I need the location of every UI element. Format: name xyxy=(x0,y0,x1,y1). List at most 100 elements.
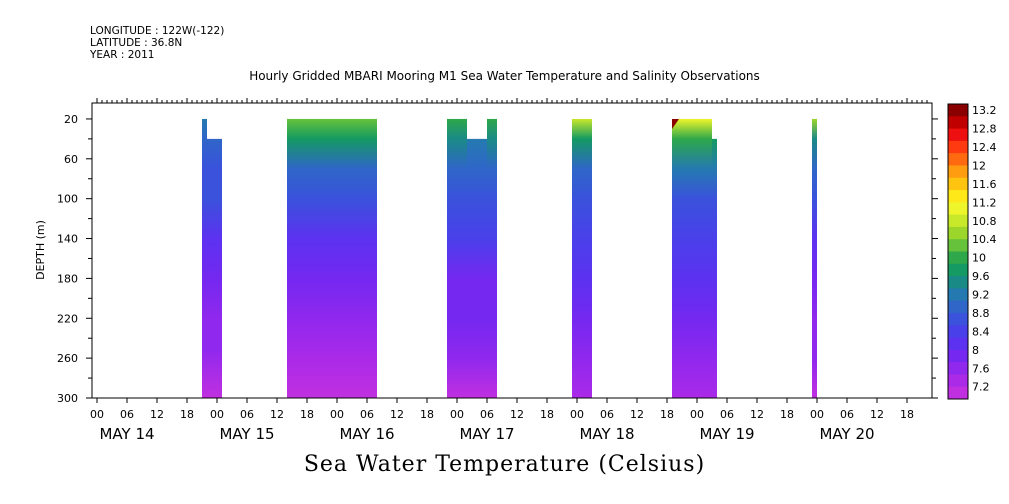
colorbar-label: 10.8 xyxy=(972,215,997,228)
x-day-label: MAY 17 xyxy=(459,425,514,443)
y-tick-label: 100 xyxy=(57,193,78,206)
colorbar-label: 8 xyxy=(972,344,979,357)
x-hour-label: 12 xyxy=(630,408,644,421)
y-axis-title: DEPTH (m) xyxy=(34,220,47,280)
y-tick-label: 300 xyxy=(57,392,78,405)
x-hour-label: 00 xyxy=(810,408,824,421)
x-hour-label: 06 xyxy=(360,408,374,421)
x-hour-label: 12 xyxy=(270,408,284,421)
colorbar-swatch xyxy=(948,153,968,166)
x-hour-label: 06 xyxy=(480,408,494,421)
colorbar-swatch xyxy=(948,140,968,154)
longitude-label: LONGITUDE : 122W(-122) xyxy=(90,25,225,37)
chart-title: Hourly Gridded MBARI Mooring M1 Sea Wate… xyxy=(249,69,760,83)
variable-title: Sea Water Temperature (Celsius) xyxy=(303,452,706,477)
data-layer xyxy=(202,118,817,399)
colorbar-label: 9.6 xyxy=(972,270,990,283)
colorbar: 13.2 12.8 12.4 12 11.6 11.2 10.8 10.4 10 9.6 9.2 8.… xyxy=(947,103,997,400)
x-hour-label: 18 xyxy=(900,408,914,421)
latitude-label: LATITUDE : 36.8N xyxy=(90,37,183,49)
colorbar-label: 7.6 xyxy=(972,362,990,375)
year-label: YEAR : 2011 xyxy=(90,49,155,61)
y-tick-label: 260 xyxy=(57,352,78,365)
colorbar-swatch xyxy=(948,177,968,191)
colorbar-swatch xyxy=(948,276,968,289)
y-tick-label: 220 xyxy=(57,312,78,325)
colorbar-border xyxy=(947,103,969,400)
data-block xyxy=(812,118,817,398)
colorbar-swatch xyxy=(948,226,968,240)
x-hour-label: 18 xyxy=(540,408,554,421)
colorbar-swatch xyxy=(948,190,968,203)
colorbar-label: 12.4 xyxy=(972,141,997,154)
x-hour-label: 18 xyxy=(660,408,674,421)
colorbar-label: 10.4 xyxy=(972,233,997,246)
x-day-label: MAY 19 xyxy=(699,425,754,443)
data-block xyxy=(672,118,712,398)
colorbar-swatch xyxy=(948,349,968,363)
x-hour-label: 06 xyxy=(240,408,254,421)
colorbar-swatch xyxy=(948,263,968,277)
x-hour-label: 12 xyxy=(150,408,164,421)
x-hour-label: 00 xyxy=(450,408,464,421)
x-hour-label: 12 xyxy=(390,408,404,421)
x-hour-label: 12 xyxy=(750,408,764,421)
colorbar-swatch xyxy=(948,374,968,388)
x-day-label: MAY 20 xyxy=(819,425,874,443)
x-hour-label: 06 xyxy=(840,408,854,421)
x-hour-label: 12 xyxy=(870,408,884,421)
colorbar-swatch xyxy=(948,116,968,130)
colorbar-swatch xyxy=(948,312,968,326)
x-hour-label: 18 xyxy=(780,408,794,421)
x-hour-label: 00 xyxy=(330,408,344,421)
data-block xyxy=(207,138,222,399)
warm-hotspot xyxy=(672,118,679,129)
colorbar-label: 11.6 xyxy=(972,178,997,191)
colorbar-swatch xyxy=(948,251,968,265)
x-hour-label: 12 xyxy=(510,408,524,421)
colorbar-label: 7.2 xyxy=(972,381,990,394)
colorbar-swatch xyxy=(948,386,968,400)
colorbar-label: 8.4 xyxy=(972,325,990,338)
colorbar-swatch xyxy=(948,239,968,252)
x-hour-label: 00 xyxy=(90,408,104,421)
data-block xyxy=(467,138,487,399)
x-hour-label: 00 xyxy=(570,408,584,421)
colorbar-label: 10 xyxy=(972,252,986,265)
y-tick-label: 140 xyxy=(57,233,78,246)
colorbar-label: 8.8 xyxy=(972,307,990,320)
data-block xyxy=(487,118,497,398)
colorbar-swatch xyxy=(948,214,968,228)
colorbar-label: 13.2 xyxy=(972,104,997,117)
data-block xyxy=(712,138,717,399)
y-tick-label: 60 xyxy=(64,153,78,166)
colorbar-label: 12.8 xyxy=(972,123,997,136)
colorbar-swatch xyxy=(948,325,968,339)
data-block xyxy=(202,118,207,398)
x-hour-label: 18 xyxy=(180,408,194,421)
axes: 00 06 12 18 00 06 12 18 00 06 12 18 00 06 12 18 00 06 12 18… xyxy=(34,98,938,443)
colorbar-swatch xyxy=(948,165,968,179)
colorbar-swatch xyxy=(948,337,968,351)
x-hour-label: 00 xyxy=(210,408,224,421)
colorbar-label: 9.2 xyxy=(972,289,990,302)
x-hour-label: 00 xyxy=(690,408,704,421)
colorbar-label: 11.2 xyxy=(972,196,997,209)
x-hour-label: 18 xyxy=(420,408,434,421)
y-tick-label: 20 xyxy=(64,113,78,126)
colorbar-swatch xyxy=(948,300,968,314)
colorbar-swatch xyxy=(948,202,968,216)
colorbar-label: 12 xyxy=(972,159,986,172)
data-block xyxy=(447,118,467,398)
x-day-label: MAY 14 xyxy=(99,425,154,443)
x-hour-label: 06 xyxy=(120,408,134,421)
data-block xyxy=(572,118,592,398)
x-hour-label: 06 xyxy=(600,408,614,421)
colorbar-swatch xyxy=(948,362,968,375)
colorbar-swatch xyxy=(948,288,968,302)
x-day-label: MAY 15 xyxy=(219,425,274,443)
colorbar-swatch xyxy=(948,128,968,142)
colorbar-swatch xyxy=(948,104,968,117)
x-hour-label: 18 xyxy=(300,408,314,421)
